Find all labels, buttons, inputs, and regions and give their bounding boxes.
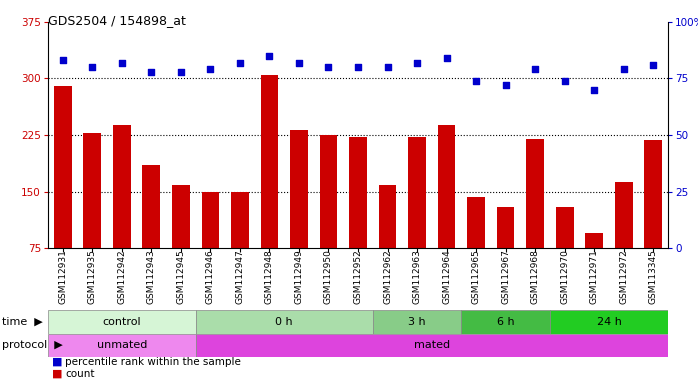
Text: GSM112965: GSM112965 (472, 249, 481, 304)
Point (293, 60, 304, 66)
Bar (231, 192, 248, 248)
Text: GSM112962: GSM112962 (383, 249, 392, 304)
Text: GSM112968: GSM112968 (530, 249, 540, 304)
Bar (497, 207, 514, 248)
Text: 6 h: 6 h (497, 317, 514, 327)
Text: GSM112952: GSM112952 (353, 249, 362, 304)
Text: ■: ■ (52, 357, 63, 367)
Bar (408, 137, 426, 248)
Bar (142, 165, 160, 248)
Bar (526, 139, 544, 248)
Text: mated: mated (414, 341, 450, 351)
Bar (467, 197, 485, 248)
Text: GSM112946: GSM112946 (206, 249, 215, 304)
Bar (438, 125, 455, 248)
Point (441, 55, 452, 61)
Bar (202, 192, 219, 248)
Bar (373, 310, 461, 334)
Text: percentile rank within the sample: percentile rank within the sample (65, 357, 241, 367)
Text: time  ▶: time ▶ (2, 317, 43, 327)
Point (530, 66, 541, 73)
Bar (172, 185, 190, 248)
Bar (461, 310, 550, 334)
Point (588, 87, 600, 93)
Bar (550, 310, 668, 334)
Text: ■: ■ (52, 369, 63, 379)
Bar (48, 334, 195, 357)
Text: GSM112942: GSM112942 (117, 249, 126, 304)
Text: GSM112971: GSM112971 (590, 249, 599, 304)
Text: 24 h: 24 h (597, 317, 621, 327)
Point (352, 64, 364, 70)
Point (146, 69, 157, 75)
Bar (556, 207, 574, 248)
Point (117, 60, 128, 66)
Bar (586, 233, 603, 248)
Point (559, 78, 570, 84)
Bar (644, 140, 662, 248)
Point (323, 64, 334, 70)
Text: protocol  ▶: protocol ▶ (2, 341, 63, 351)
Text: 3 h: 3 h (408, 317, 426, 327)
Point (264, 53, 275, 59)
Text: GSM113345: GSM113345 (648, 249, 658, 304)
Bar (615, 182, 632, 248)
Bar (113, 125, 131, 248)
Text: GSM112950: GSM112950 (324, 249, 333, 304)
Bar (195, 334, 668, 357)
Text: GSM112970: GSM112970 (560, 249, 569, 304)
Point (382, 64, 393, 70)
Point (411, 60, 422, 66)
Bar (48, 310, 195, 334)
Text: GSM112948: GSM112948 (265, 249, 274, 304)
Text: GSM112943: GSM112943 (147, 249, 156, 304)
Point (87, 64, 98, 70)
Text: GSM112945: GSM112945 (177, 249, 186, 304)
Point (175, 69, 186, 75)
Text: GSM112964: GSM112964 (442, 249, 451, 304)
Text: GSM112963: GSM112963 (413, 249, 422, 304)
Text: GSM112935: GSM112935 (88, 249, 97, 304)
Point (235, 60, 246, 66)
Text: GDS2504 / 154898_at: GDS2504 / 154898_at (48, 14, 186, 27)
Text: GSM112949: GSM112949 (295, 249, 304, 304)
Text: count: count (65, 369, 94, 379)
Text: GSM112947: GSM112947 (235, 249, 244, 304)
Text: unmated: unmated (96, 341, 147, 351)
Bar (54, 86, 72, 248)
Bar (349, 137, 367, 248)
Text: GSM112931: GSM112931 (58, 249, 67, 304)
Point (500, 82, 511, 88)
Bar (84, 133, 101, 248)
Bar (320, 135, 337, 248)
Point (205, 66, 216, 73)
Point (470, 78, 482, 84)
Point (618, 66, 630, 73)
Point (57, 57, 68, 63)
Text: control: control (103, 317, 141, 327)
Text: GSM112967: GSM112967 (501, 249, 510, 304)
Bar (379, 185, 396, 248)
Bar (260, 75, 279, 248)
Text: 0 h: 0 h (276, 317, 293, 327)
Text: GSM112972: GSM112972 (619, 249, 628, 304)
Bar (195, 310, 373, 334)
Point (648, 62, 659, 68)
Bar (290, 130, 308, 248)
